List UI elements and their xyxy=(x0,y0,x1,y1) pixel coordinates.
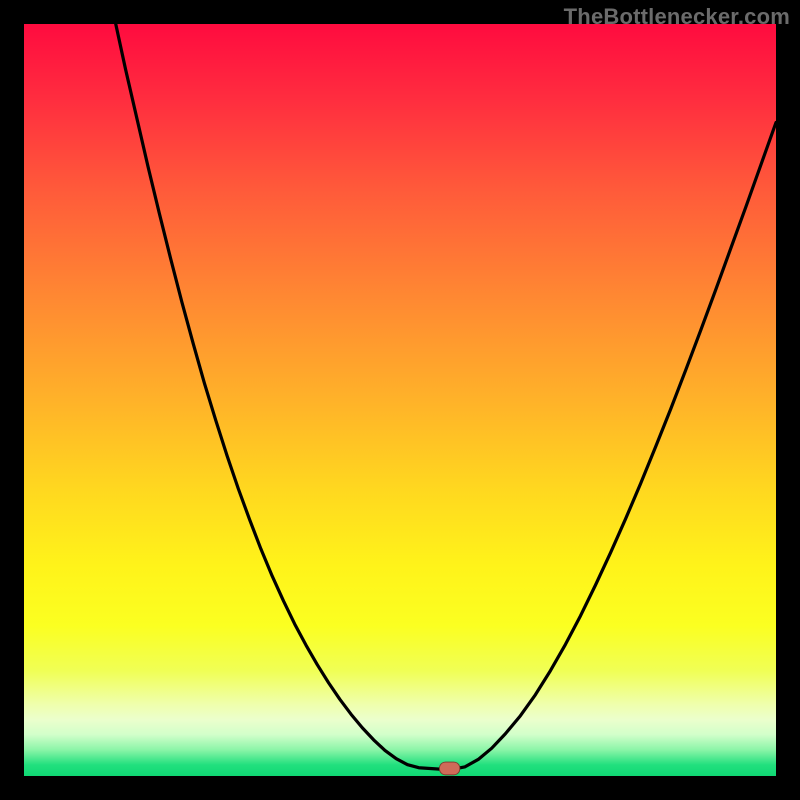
optimal-point-marker xyxy=(439,762,459,775)
chart-svg xyxy=(0,0,800,800)
watermark-text: TheBottlenecker.com xyxy=(564,4,790,30)
bottleneck-chart: TheBottlenecker.com xyxy=(0,0,800,800)
chart-background xyxy=(24,24,776,776)
